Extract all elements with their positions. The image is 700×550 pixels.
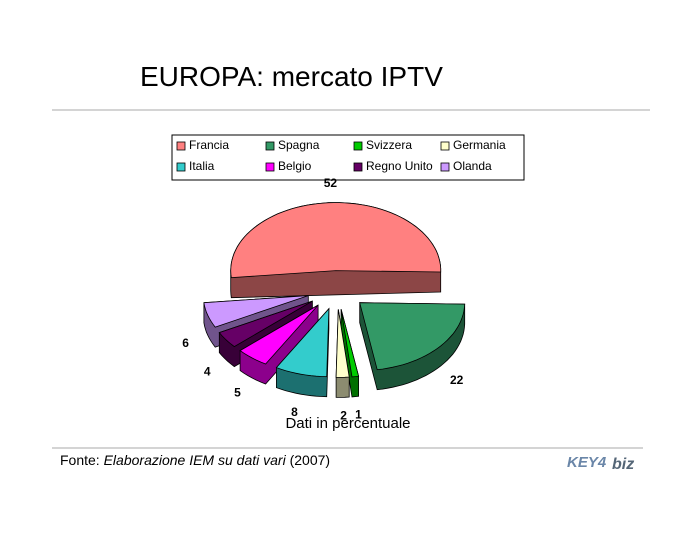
slice: [275, 307, 330, 378]
legend-swatch: [353, 141, 363, 151]
logo-text: biz: [612, 456, 634, 473]
value-label: 2: [340, 408, 347, 422]
footer-source: Elaborazione IEM su dati vari: [103, 452, 286, 468]
legend-swatch: [265, 141, 275, 151]
slice: [239, 304, 319, 365]
legend-swatch: [176, 162, 186, 172]
legend-label: Germania: [453, 138, 506, 152]
legend-label: Svizzera: [366, 138, 412, 152]
legend-swatch: [176, 141, 186, 151]
footer-prefix: Fonte:: [60, 452, 100, 468]
logo: KEY4 biz: [567, 454, 634, 473]
slice: [203, 295, 309, 328]
slice: [218, 300, 313, 348]
legend-swatch: [265, 162, 275, 172]
legend-swatch: [440, 141, 450, 151]
slice: [340, 309, 360, 378]
footer: Fonte: Elaborazione IEM su dati vari (20…: [60, 452, 330, 468]
value-label: 52: [324, 176, 338, 190]
footer-suffix: (2007): [289, 452, 331, 468]
logo-text: KEY4: [567, 454, 607, 471]
value-label: 4: [204, 365, 211, 379]
slide-title: EUROPA: mercato IPTV: [140, 61, 443, 92]
legend-label: Italia: [189, 159, 215, 173]
legend-swatch: [353, 162, 363, 172]
slice: [359, 302, 466, 371]
value-label: 8: [291, 405, 298, 419]
legend-box: [171, 134, 525, 181]
legend-label: Francia: [189, 138, 229, 152]
value-label: 6: [182, 336, 189, 350]
legend-label: Spagna: [278, 138, 320, 152]
caption: Dati in percentuale: [285, 415, 410, 432]
legend-label: Regno Unito: [366, 159, 433, 173]
value-label: 22: [450, 373, 464, 387]
value-label: 1: [355, 408, 362, 422]
legend-swatch: [440, 162, 450, 172]
legend-label: Olanda: [453, 159, 492, 173]
slice: [335, 309, 350, 378]
value-label: 5: [234, 386, 241, 400]
slice: [230, 202, 442, 279]
legend-label: Belgio: [278, 159, 312, 173]
